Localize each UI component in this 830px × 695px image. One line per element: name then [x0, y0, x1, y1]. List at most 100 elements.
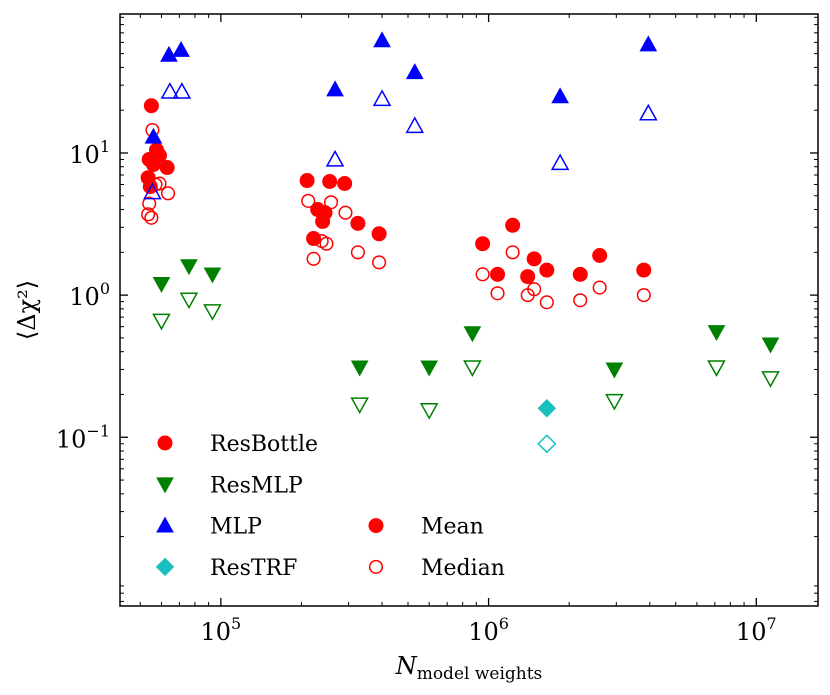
resbottle-median-point: [592, 280, 607, 295]
resbottle-mean-point: [299, 173, 315, 189]
x-tick-label: 106: [468, 614, 509, 646]
resbottle-mean-point: [539, 262, 555, 278]
y-tick-label-base: 10: [69, 283, 100, 311]
legend-marker-mean: [368, 518, 384, 534]
resbottle-median-point: [490, 286, 505, 301]
resbottle-mean-point: [475, 236, 491, 252]
minor-ticks: [120, 14, 818, 606]
mlp-mean-point: [373, 31, 391, 48]
resbottle-mean-point: [636, 262, 652, 278]
resbottle-median-point: [475, 267, 490, 282]
resbottle-median-point: [539, 295, 554, 310]
resmlp-mean-point: [180, 259, 198, 276]
resbottle-median-point: [350, 245, 365, 260]
resmlp-median-point: [761, 371, 780, 388]
y-tick-label: 10−1: [56, 421, 110, 453]
mlp-mean-point: [551, 87, 569, 104]
y-tick-label-base: 10: [56, 425, 87, 453]
legend-marker-mlp: [156, 516, 174, 533]
resbottle-mean-point: [526, 251, 542, 267]
mlp-median-point: [372, 89, 392, 107]
resbottle-median-point: [338, 205, 353, 220]
resbottle-mean-point: [572, 266, 588, 282]
resmlp-median-point: [463, 360, 482, 377]
mlp-mean-point: [160, 45, 178, 62]
resbottle-median-point: [141, 207, 156, 222]
x-tick-label: 105: [200, 614, 241, 646]
x-axis-label-subscript: model weights: [417, 664, 543, 684]
x-tick-label-exponent: 5: [231, 614, 241, 633]
mlp-mean-point: [144, 127, 163, 144]
x-tick-label: 107: [736, 614, 777, 646]
resbottle-median-point: [144, 210, 159, 225]
resmlp-mean-point: [203, 267, 222, 284]
resmlp-median-point: [419, 403, 439, 420]
resbottle-mean-point: [322, 173, 338, 189]
resbottle-mean-point: [371, 226, 387, 242]
y-tick-label: 100: [69, 279, 110, 311]
mlp-median-point: [143, 182, 162, 200]
resmlp-mean-point: [350, 360, 369, 377]
legend-marker-restrf: [155, 557, 175, 577]
y-tick-label-exponent: 0: [100, 279, 110, 298]
resbottle-mean-point: [490, 266, 506, 282]
resbottle-mean-point: [337, 175, 353, 191]
mlp-mean-point: [639, 35, 658, 52]
resbottle-median-point: [372, 255, 387, 270]
resmlp-median-point: [152, 313, 171, 331]
mlp-median-point: [172, 82, 192, 99]
resbottle-mean-point: [350, 215, 366, 231]
mlp-mean-point: [405, 63, 424, 80]
x-tick-label-base: 10: [736, 618, 767, 646]
resmlp-median-point: [350, 397, 369, 415]
legend-label-median: Median: [421, 556, 505, 581]
legend-marker-median: [368, 559, 384, 574]
data-markers: [140, 31, 780, 454]
resbottle-median-point: [161, 186, 176, 201]
restrf-median-point: [537, 434, 557, 454]
resbottle-mean-point: [143, 98, 159, 114]
resmlp-mean-point: [605, 362, 624, 379]
legend-label-restrf: ResTRF: [210, 556, 297, 581]
resbottle-median-point: [301, 193, 316, 208]
legend-marker-resbottle: [157, 435, 173, 451]
x-axis-label: Nmodel weights: [395, 652, 543, 684]
resmlp-mean-point: [761, 337, 780, 354]
mlp-median-point: [160, 82, 180, 99]
resbottle-mean-point: [145, 156, 161, 172]
legend-label-resbottle: ResBottle: [210, 432, 318, 457]
resmlp-median-point: [605, 393, 624, 411]
resbottle-mean-point: [505, 217, 521, 233]
mlp-median-point: [405, 116, 425, 134]
y-tick-label-base: 10: [69, 141, 100, 169]
resbottle-mean-point: [520, 269, 536, 285]
resbottle-mean-point: [592, 247, 608, 263]
resmlp-median-point: [707, 360, 726, 377]
mlp-median-point: [639, 103, 658, 121]
resmlp-mean-point: [707, 325, 726, 342]
resbottle-median-point: [527, 282, 542, 297]
legend-label-resmlp: ResMLP: [210, 473, 303, 498]
legend-label-mean: Mean: [421, 515, 484, 540]
mlp-mean-point: [172, 40, 190, 57]
mlp-median-point: [325, 149, 345, 167]
x-tick-label-exponent: 6: [499, 614, 509, 633]
resmlp-median-point: [203, 304, 222, 321]
resbottle-mean-point: [306, 231, 322, 247]
x-tick-label-base: 10: [200, 618, 231, 646]
plot-area: [119, 13, 819, 607]
legend-marker-resmlp: [156, 477, 174, 494]
resbottle-median-point: [505, 245, 520, 260]
resmlp-mean-point: [463, 326, 482, 343]
resbottle-mean-point: [315, 213, 331, 229]
resmlp-mean-point: [152, 276, 171, 293]
resbottle-median-point: [573, 293, 588, 308]
resmlp-median-point: [179, 292, 199, 310]
resbottle-median-point: [142, 196, 157, 211]
mlp-median-point: [550, 153, 570, 171]
resmlp-mean-point: [420, 360, 439, 377]
legend: ResBottle ResMLP MLP ResTRF Mean Median: [155, 432, 505, 581]
resbottle-median-point: [306, 251, 321, 266]
y-tick-label-exponent: 1: [100, 137, 110, 156]
